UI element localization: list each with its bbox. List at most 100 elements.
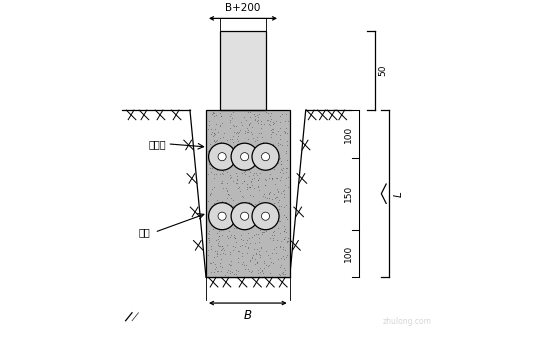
- Point: [283, 166, 292, 171]
- Point: [277, 166, 286, 171]
- Point: [243, 224, 252, 229]
- Point: [212, 171, 221, 177]
- Point: [213, 268, 222, 273]
- Point: [283, 118, 292, 123]
- Point: [239, 178, 248, 183]
- Point: [226, 153, 235, 159]
- Point: [205, 147, 214, 152]
- Point: [267, 132, 276, 137]
- Point: [265, 236, 274, 241]
- Point: [206, 142, 214, 147]
- Point: [275, 218, 284, 224]
- Point: [204, 239, 213, 245]
- Point: [221, 199, 230, 204]
- Point: [269, 192, 278, 197]
- Point: [231, 235, 240, 241]
- Point: [203, 252, 212, 258]
- Point: [264, 196, 273, 201]
- Point: [254, 187, 263, 192]
- Point: [209, 114, 218, 119]
- Point: [211, 261, 220, 266]
- Point: [238, 193, 247, 199]
- Point: [255, 265, 264, 270]
- Point: [253, 260, 262, 265]
- Point: [231, 235, 240, 241]
- Point: [223, 195, 232, 201]
- Point: [212, 137, 221, 143]
- Point: [263, 215, 272, 220]
- Point: [218, 171, 227, 176]
- Point: [214, 222, 223, 227]
- Point: [236, 244, 245, 249]
- Point: [277, 191, 286, 196]
- Point: [265, 119, 274, 124]
- Point: [248, 173, 257, 178]
- Point: [219, 186, 228, 191]
- Point: [232, 176, 241, 182]
- Circle shape: [218, 153, 226, 161]
- Point: [278, 244, 287, 250]
- Point: [218, 199, 227, 204]
- Point: [248, 131, 256, 137]
- Bar: [206, 110, 290, 277]
- Point: [264, 165, 273, 170]
- Point: [248, 136, 257, 141]
- Point: [282, 130, 291, 135]
- Point: [271, 204, 280, 210]
- Point: [268, 196, 277, 202]
- Point: [244, 199, 253, 204]
- Point: [248, 183, 256, 188]
- Point: [249, 176, 258, 181]
- Point: [255, 252, 264, 258]
- Point: [283, 239, 292, 244]
- Point: [276, 137, 285, 142]
- Point: [267, 127, 276, 132]
- Point: [254, 120, 263, 125]
- Point: [281, 214, 290, 220]
- Circle shape: [231, 203, 258, 230]
- Point: [216, 172, 225, 177]
- Point: [226, 233, 235, 238]
- Circle shape: [231, 143, 258, 170]
- Point: [267, 250, 276, 256]
- Point: [256, 171, 265, 176]
- Point: [252, 259, 261, 265]
- Point: [282, 229, 291, 235]
- Point: [231, 212, 240, 217]
- Point: [242, 250, 251, 255]
- Point: [209, 176, 218, 181]
- Point: [245, 114, 254, 120]
- Point: [257, 134, 266, 140]
- Point: [240, 171, 249, 177]
- Point: [275, 169, 284, 174]
- Point: [209, 154, 218, 160]
- Point: [276, 177, 284, 183]
- Point: [254, 248, 263, 254]
- Point: [264, 190, 273, 195]
- Point: [268, 235, 277, 241]
- Point: [233, 137, 242, 142]
- Circle shape: [208, 203, 236, 230]
- Point: [260, 194, 269, 200]
- Circle shape: [262, 153, 269, 161]
- Point: [212, 144, 221, 149]
- Point: [222, 161, 231, 167]
- Point: [245, 123, 254, 128]
- Point: [232, 180, 241, 186]
- Point: [272, 175, 281, 180]
- Point: [270, 157, 279, 163]
- Point: [282, 214, 291, 220]
- Point: [233, 162, 242, 167]
- Point: [241, 128, 250, 134]
- Point: [272, 237, 281, 242]
- Point: [260, 142, 269, 147]
- Point: [209, 132, 218, 138]
- Point: [278, 270, 287, 275]
- Point: [211, 264, 220, 269]
- Point: [263, 218, 272, 223]
- Point: [254, 153, 263, 158]
- Point: [239, 237, 248, 242]
- Point: [218, 233, 227, 238]
- Point: [262, 177, 271, 183]
- Point: [209, 138, 218, 143]
